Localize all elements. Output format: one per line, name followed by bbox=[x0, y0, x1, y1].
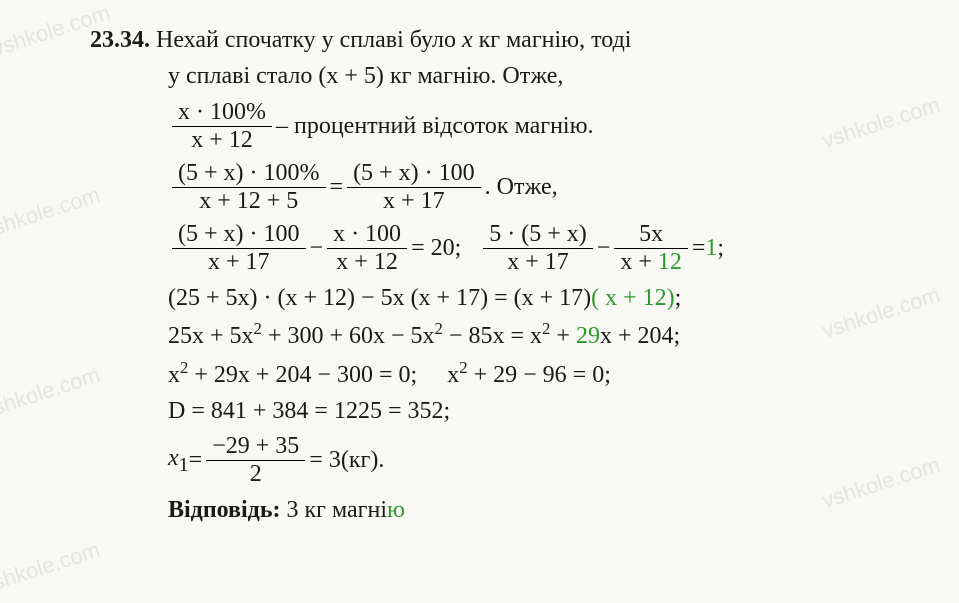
semicolon: ; bbox=[675, 285, 682, 311]
text: Нехай спочатку у сплаві було bbox=[156, 27, 462, 53]
eq-20: = 20; bbox=[411, 235, 461, 262]
numerator: (5 + x) · 100 bbox=[172, 221, 306, 249]
numerator: x · 100 bbox=[327, 221, 407, 249]
denominator: 2 bbox=[206, 461, 305, 488]
watermark: vshkole.com bbox=[0, 537, 103, 600]
numerator: 5x bbox=[614, 221, 688, 249]
equals: = bbox=[189, 447, 203, 474]
var-x: x bbox=[168, 445, 179, 471]
expr: + 29 − 96 = 0; bbox=[468, 362, 611, 388]
line-7: 25x + 5x2 + 300 + 60x − 5x2 − 85x = x2 +… bbox=[90, 318, 929, 352]
expr-green: 29 bbox=[576, 323, 600, 349]
answer-label: Відповідь: bbox=[168, 497, 281, 523]
answer-text-green: ю bbox=[387, 497, 405, 523]
text: . Отже, bbox=[485, 174, 558, 201]
line-4: (5 + x) · 100% x + 12 + 5 = (5 + x) · 10… bbox=[168, 160, 929, 215]
expr: D = 841 + 384 = 1225 = 352; bbox=[168, 398, 450, 424]
fraction: x · 100 x + 12 bbox=[327, 221, 407, 276]
page: vshkole.com vshkole.com vshkole.com vshk… bbox=[0, 0, 959, 603]
numerator: (5 + x) · 100% bbox=[172, 160, 326, 188]
numerator: 5 · (5 + x) bbox=[483, 221, 593, 249]
denominator: x + 12 bbox=[614, 249, 688, 276]
expr: x bbox=[168, 362, 180, 388]
line-9: D = 841 + 384 = 1225 = 352; bbox=[90, 395, 929, 427]
text: – процентний відсоток магнію. bbox=[276, 113, 594, 140]
minus: − bbox=[310, 235, 324, 262]
answer-line: Відповідь: 3 кг магнію bbox=[90, 494, 929, 526]
text: кг магнію. Отже, bbox=[384, 63, 564, 89]
expr: + 300 + 60x − 5x bbox=[262, 323, 435, 349]
numerator: (5 + x) · 100 bbox=[347, 160, 481, 188]
line-10: x1 = −29 + 35 2 = 3 (кг). bbox=[168, 433, 929, 488]
denominator: x + 12 bbox=[172, 127, 272, 154]
text: у сплаві стало bbox=[168, 63, 318, 89]
expr: = 3 bbox=[309, 447, 341, 474]
line-6: (25 + 5x) · (x + 12) − 5x (x + 17) = (x … bbox=[90, 282, 929, 314]
denominator: x + 17 bbox=[483, 249, 593, 276]
expr: + bbox=[550, 323, 576, 349]
watermark: vshkole.com bbox=[0, 362, 103, 425]
watermark: vshkole.com bbox=[0, 182, 103, 245]
line-8: x2 + 29x + 204 − 300 = 0; x2 + 29 − 96 =… bbox=[90, 357, 929, 391]
equals: = bbox=[330, 174, 344, 201]
fraction: (5 + x) · 100 x + 17 bbox=[172, 221, 306, 276]
eq: = bbox=[692, 235, 706, 262]
fraction: 5 · (5 + x) x + 17 bbox=[483, 221, 593, 276]
fraction: (5 + x) · 100% x + 12 + 5 bbox=[172, 160, 326, 215]
numerator: x · 100% bbox=[172, 99, 272, 127]
expr-green: ( x + 12) bbox=[591, 285, 675, 311]
denominator: x + 17 bbox=[347, 188, 481, 215]
problem-number: 23.34. bbox=[90, 27, 150, 53]
fraction: −29 + 35 2 bbox=[206, 433, 305, 488]
one: 1 bbox=[705, 235, 717, 262]
expr: x + 204; bbox=[600, 323, 680, 349]
line-2: у сплаві стало (x + 5) кг магнію. Отже, bbox=[90, 60, 929, 92]
line-3: x · 100% x + 12 – процентний відсоток ма… bbox=[168, 99, 929, 154]
numerator: −29 + 35 bbox=[206, 433, 305, 461]
subscript: 1 bbox=[179, 454, 189, 476]
denominator: x + 17 bbox=[172, 249, 306, 276]
var-x: x bbox=[462, 27, 473, 53]
expr: − 85x = x bbox=[443, 323, 542, 349]
line-5: (5 + x) · 100 x + 17 − x · 100 x + 12 = … bbox=[168, 221, 929, 276]
denominator: x + 12 bbox=[327, 249, 407, 276]
unit: (кг). bbox=[341, 447, 385, 474]
expr: 25x + 5x bbox=[168, 323, 254, 349]
fraction: (5 + x) · 100 x + 17 bbox=[347, 160, 481, 215]
denominator: x + 12 + 5 bbox=[172, 188, 326, 215]
expr: (25 + 5x) · (x + 12) − 5x (x + 17) = (x … bbox=[168, 285, 591, 311]
minus: − bbox=[597, 235, 611, 262]
expr: x bbox=[447, 362, 459, 388]
line-1: 23.34. Нехай спочатку у сплаві було x кг… bbox=[90, 24, 929, 56]
expr: + 29x + 204 − 300 = 0; bbox=[188, 362, 417, 388]
semicolon: ; bbox=[717, 235, 724, 262]
fraction: 5x x + 12 bbox=[614, 221, 688, 276]
fraction: x · 100% x + 12 bbox=[172, 99, 272, 154]
answer-text: 3 кг магні bbox=[281, 497, 388, 523]
text: кг магнію, тоді bbox=[473, 27, 632, 53]
expr: (x + 5) bbox=[318, 63, 384, 89]
